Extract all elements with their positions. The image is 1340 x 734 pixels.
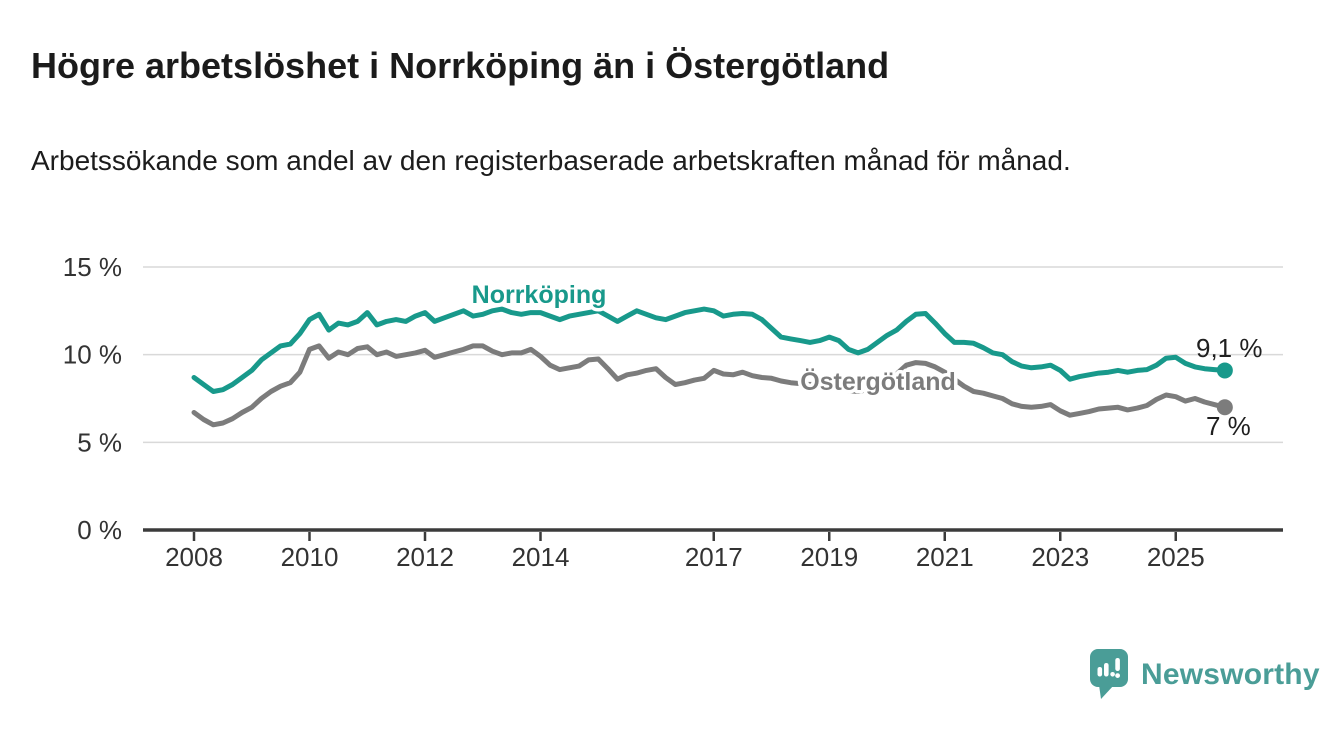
ostergotland-end-value-label: 7 % — [1206, 411, 1251, 441]
y-tick-label-15: 15 % — [63, 252, 122, 282]
chart-title: Högre arbetslöshet i Norrköping än i Öst… — [31, 45, 890, 86]
norrkoping-line — [191, 306, 1228, 394]
x-tick-label-2023: 2023 — [1031, 542, 1089, 572]
logo-exclamation-bar — [1115, 658, 1120, 671]
y-tick-label-10: 10 % — [63, 340, 122, 370]
x-tick-label-2025: 2025 — [1147, 542, 1205, 572]
chart-subtitle: Arbetssökande som andel av den registerb… — [31, 145, 1071, 176]
logo-dot — [1110, 672, 1115, 677]
x-tick-label-2017: 2017 — [685, 542, 743, 572]
x-tick-label-2010: 2010 — [281, 542, 339, 572]
ostergotland-series-label: Östergötland — [800, 367, 956, 396]
norrkoping-series-label: Norrköping — [472, 281, 607, 309]
x-tick-label-2008: 2008 — [165, 542, 223, 572]
ostergotland-line — [191, 343, 1228, 428]
ostergotland-end-dot — [1216, 399, 1233, 416]
logo-bar-medium — [1104, 663, 1109, 677]
logo-bubble — [1090, 649, 1128, 687]
logo-bar-small — [1097, 667, 1103, 677]
x-tick-label-2014: 2014 — [512, 542, 570, 572]
y-tick-label-0: 0 % — [77, 515, 122, 545]
x-tick-label-2012: 2012 — [396, 542, 454, 572]
newsworthy-logo: Newsworthy — [1090, 649, 1320, 699]
norrkoping-end-value-label: 9,1 % — [1196, 333, 1263, 363]
x-tick-label-2019: 2019 — [800, 542, 858, 572]
newsworthy-logo-icon — [1090, 649, 1128, 699]
logo-exclamation-dot — [1115, 673, 1120, 678]
x-tick-label-2021: 2021 — [916, 542, 974, 572]
norrkoping-end-dot — [1216, 362, 1233, 379]
logo-bubble-tail — [1099, 685, 1114, 699]
newsworthy-logo-text: Newsworthy — [1141, 658, 1320, 691]
y-tick-label-5: 5 % — [77, 427, 122, 457]
